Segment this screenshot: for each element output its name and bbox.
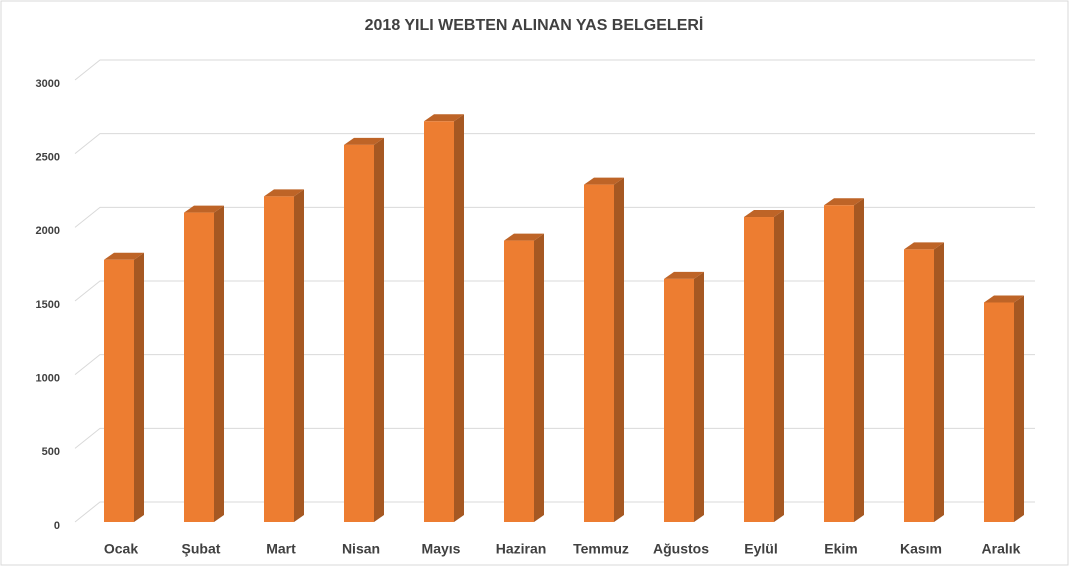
bar-side bbox=[934, 242, 944, 522]
bar-top bbox=[424, 114, 464, 122]
y-tick-label: 1000 bbox=[36, 373, 60, 385]
bar-side bbox=[374, 137, 384, 522]
x-tick-label: Ekim bbox=[824, 541, 857, 557]
x-tick-label: Mart bbox=[266, 541, 296, 557]
bar bbox=[184, 212, 214, 522]
grid-line bbox=[74, 133, 1035, 155]
bar bbox=[264, 196, 294, 523]
bar-top bbox=[744, 210, 784, 218]
bar-side bbox=[534, 233, 544, 523]
bar bbox=[744, 217, 774, 522]
bar-side bbox=[454, 114, 464, 523]
bar-top bbox=[104, 252, 144, 260]
x-tick-label: Eylül bbox=[744, 541, 777, 557]
bar-top bbox=[664, 271, 704, 279]
bar bbox=[984, 302, 1014, 522]
bar-side bbox=[854, 198, 864, 522]
bar-top bbox=[264, 189, 304, 197]
bar-side bbox=[774, 210, 784, 522]
y-tick-label: 2500 bbox=[36, 152, 60, 164]
bar bbox=[104, 259, 134, 522]
bar bbox=[504, 240, 534, 523]
bar-top bbox=[184, 205, 224, 213]
y-tick-label: 500 bbox=[42, 446, 60, 458]
bar-side bbox=[694, 271, 704, 522]
x-tick-label: Kasım bbox=[900, 541, 942, 557]
chart-title: 2018 YILI WEBTEN ALINAN YAS BELGELERİ bbox=[365, 16, 704, 34]
grid-line bbox=[74, 206, 1035, 228]
y-tick-label: 3000 bbox=[36, 78, 60, 90]
y-tick-label: 1500 bbox=[36, 299, 60, 311]
x-tick-label: Temmuz bbox=[573, 541, 629, 557]
bar-side bbox=[134, 252, 144, 522]
bar-top bbox=[584, 177, 624, 185]
grid-line bbox=[74, 354, 1035, 376]
bar-top bbox=[904, 242, 944, 250]
x-tick-label: Şubat bbox=[182, 541, 221, 557]
bar-top bbox=[984, 295, 1024, 303]
grid-line bbox=[74, 59, 1035, 81]
bar bbox=[584, 184, 614, 522]
x-tick-label: Ağustos bbox=[653, 541, 709, 557]
y-tick-label: 2000 bbox=[36, 225, 60, 237]
x-tick-label: Ocak bbox=[104, 541, 138, 557]
bar bbox=[824, 205, 854, 522]
bar-top bbox=[344, 137, 384, 145]
bar-side bbox=[1014, 295, 1024, 522]
bar-side bbox=[214, 205, 224, 522]
grid-line bbox=[74, 501, 1035, 523]
bar-top bbox=[504, 233, 544, 241]
grid-line bbox=[74, 280, 1035, 302]
bar bbox=[344, 144, 374, 522]
grid-line bbox=[74, 427, 1035, 449]
bar-side bbox=[294, 189, 304, 523]
bar bbox=[904, 249, 934, 522]
x-tick-label: Haziran bbox=[496, 541, 547, 557]
bar-side bbox=[614, 177, 624, 522]
bar bbox=[424, 121, 454, 523]
bar-top bbox=[824, 198, 864, 206]
x-tick-label: Nisan bbox=[342, 541, 380, 557]
y-tick-label: 0 bbox=[54, 520, 60, 532]
x-tick-label: Mayıs bbox=[422, 541, 461, 557]
bar bbox=[664, 278, 694, 522]
x-tick-label: Aralık bbox=[982, 541, 1021, 557]
